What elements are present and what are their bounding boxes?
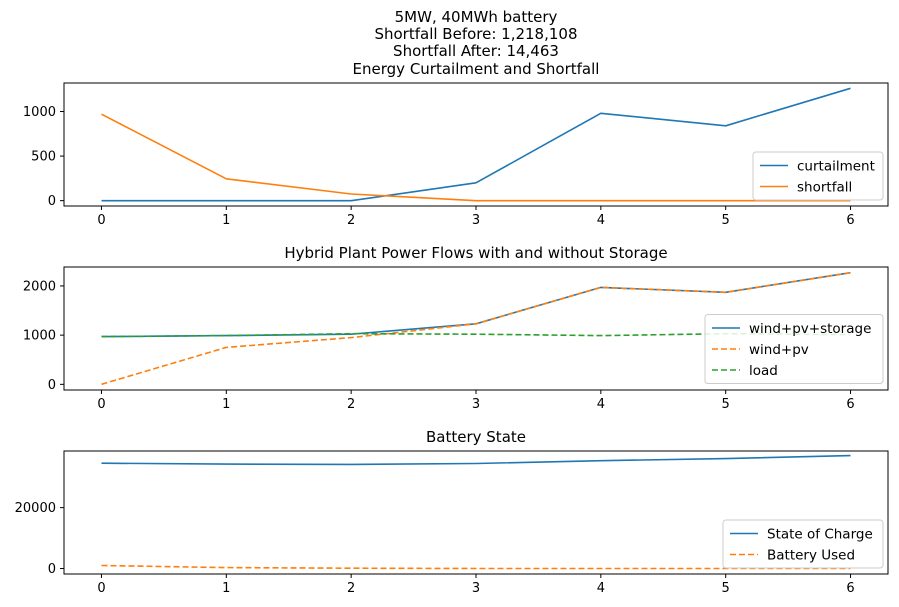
chart-1-y-tick-label: 0 <box>48 194 56 209</box>
chart-1-legend-label: shortfall <box>797 180 852 196</box>
chart-1-title: Energy Curtailment and Shortfall <box>353 60 600 78</box>
chart-2-x-tick-label: 5 <box>722 397 730 412</box>
chart-2-x-tick-label: 4 <box>597 397 605 412</box>
chart-3-x-tick-label: 6 <box>846 581 854 596</box>
chart-2-y-tick-label: 1000 <box>23 329 56 344</box>
chart-2-legend-label: load <box>749 363 778 379</box>
chart-1-y-tick-label: 500 <box>31 150 56 165</box>
chart-1-x-tick-label: 6 <box>846 213 854 228</box>
chart-2-legend-box <box>704 314 884 384</box>
chart-3-x-tick-label: 5 <box>722 581 730 596</box>
figure-suptitle: 5MW, 40MWh battery Shortfall Before: 1,2… <box>374 8 577 60</box>
chart-3-y-tick-label: 0 <box>48 562 56 577</box>
chart-2-y-tick-label: 2000 <box>23 279 56 294</box>
chart-3-y-tick-label: 20000 <box>15 501 56 516</box>
chart-1-y-tick-label: 1000 <box>23 105 56 120</box>
chart-2-legend-label: wind+pv+storage <box>749 321 871 337</box>
suptitle-line-1: 5MW, 40MWh battery <box>395 8 558 26</box>
chart-2-x-tick-label: 6 <box>846 397 854 412</box>
chart-1-series-curtailment-line <box>101 87 851 202</box>
chart-2-x-tick-label: 0 <box>97 397 105 412</box>
chart-3-series-battery-used-line <box>101 564 851 570</box>
chart-1: 0 1 2 3 4 5 6 0 500 1000 curtailment shortfall <box>23 82 889 228</box>
chart-1-x-tick-label: 3 <box>472 213 480 228</box>
chart-2-x-tick-label: 3 <box>472 397 480 412</box>
chart-1-x-tick-label: 1 <box>222 213 230 228</box>
chart-3-x-tick-label: 1 <box>222 581 230 596</box>
chart-1-x-tick-label: 2 <box>347 213 355 228</box>
chart-1-legend-label: curtailment <box>797 159 875 175</box>
chart-2-x-tick-label: 2 <box>347 397 355 412</box>
chart-2-x-tick-label: 1 <box>222 397 230 412</box>
chart-3-x-tick-label: 3 <box>472 581 480 596</box>
chart-1-x-tick-label: 4 <box>597 213 605 228</box>
chart-1-legend-box <box>752 151 884 201</box>
chart-3-legend-label: Battery Used <box>767 548 855 564</box>
chart-3-x-tick-label: 4 <box>597 581 605 596</box>
chart-2-y-tick-label: 0 <box>48 378 56 393</box>
chart-3-title: Battery State <box>426 428 526 446</box>
chart-3-series-state-of-charge-line <box>101 454 851 466</box>
chart-1-series-shortfall-line <box>101 113 851 202</box>
chart-3-x-tick-label: 2 <box>347 581 355 596</box>
chart-3-x-tick-label: 0 <box>97 581 105 596</box>
chart-3-legend-box <box>722 519 884 569</box>
chart-2-title: Hybrid Plant Power Flows with and withou… <box>284 244 667 262</box>
chart-2-legend: wind+pv+storage wind+pv load <box>704 314 884 384</box>
chart-2: 0 1 2 3 4 5 6 0 1000 2000 wind+pv+storage wind+pv lo… <box>23 266 889 412</box>
chart-1-x-tick-label: 0 <box>97 213 105 228</box>
chart-2-series-wind-pv-line <box>101 271 851 386</box>
chart-1-legend: curtailment shortfall <box>752 151 884 201</box>
chart-3-legend: State of Charge Battery Used <box>722 519 884 569</box>
chart-3-legend-label: State of Charge <box>767 527 873 543</box>
chart-2-legend-label: wind+pv <box>749 342 809 358</box>
suptitle-line-3: Shortfall After: 14,463 <box>393 42 559 60</box>
suptitle-line-2: Shortfall Before: 1,218,108 <box>374 25 577 43</box>
chart-1-x-tick-label: 5 <box>722 213 730 228</box>
chart-3: 0 1 2 3 4 5 6 0 20000 State of Charge Battery Used <box>15 450 889 596</box>
